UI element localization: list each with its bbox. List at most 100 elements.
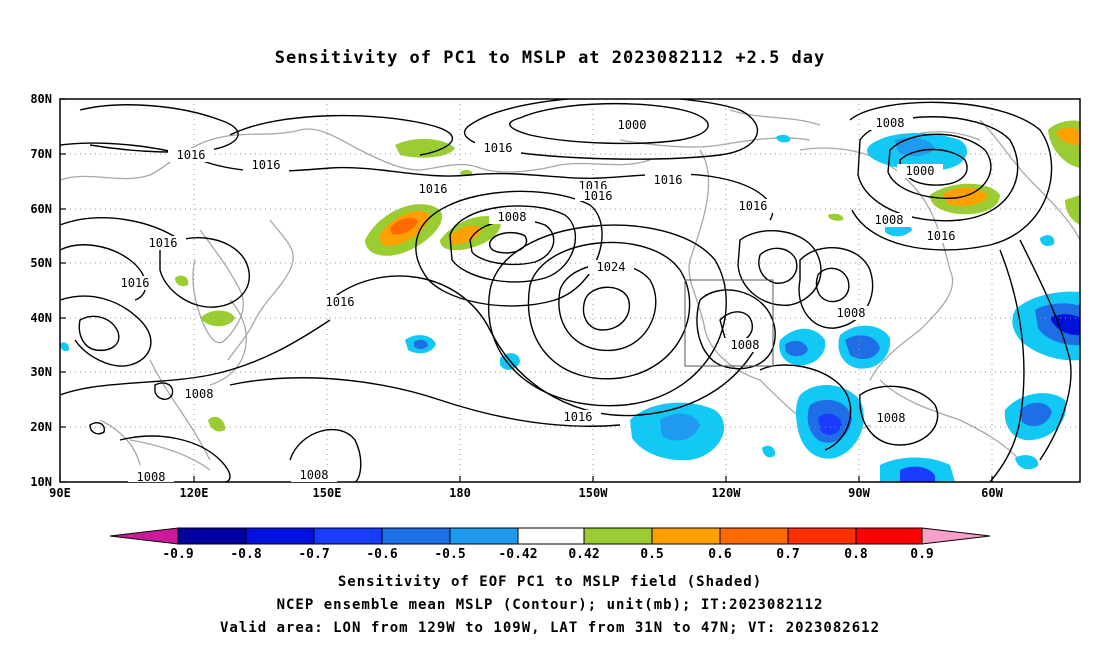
lat-label: 80N <box>30 92 52 106</box>
lon-label: 150E <box>313 486 342 500</box>
colorbar-cell <box>449 527 519 545</box>
contour-label-1008: 1008 <box>837 306 866 320</box>
contour-label-1008: 1008 <box>185 387 214 401</box>
lat-label: 30N <box>30 365 52 379</box>
colorbar-cell <box>109 527 179 545</box>
contour-label-1008: 1008 <box>731 338 760 352</box>
colorbar-cell <box>787 527 857 545</box>
contour-label: 1016 <box>475 141 521 155</box>
colorbar-label: -0.42 <box>498 547 537 562</box>
valid-area-box <box>684 279 774 367</box>
contour-label-group: 1000 1000 1008 1008 1008 1008 1008 1008 … <box>112 116 964 484</box>
contour-label: 1016 <box>317 295 363 309</box>
contour-label-1008: 1008 <box>875 213 904 227</box>
contour-label-1016: 1016 <box>121 276 150 290</box>
lon-label: 180 <box>449 486 471 500</box>
lat-label: 60N <box>30 202 52 216</box>
caption-line-1: Sensitivity of EOF PC1 to MSLP field (Sh… <box>337 574 763 590</box>
plot-frame <box>59 98 1081 483</box>
contour-label-1016: 1016 <box>252 158 281 172</box>
colorbar-label: 0.7 <box>776 547 799 562</box>
mslp-contours <box>60 99 1072 482</box>
contour-label: 1000 <box>897 164 943 178</box>
contour-label: 1008 <box>722 338 768 352</box>
contour-label: 1008 <box>866 213 912 227</box>
contour-label: 1016 <box>168 148 214 162</box>
contour-label: 1016 <box>243 158 289 172</box>
lat-label: 10N <box>30 475 52 489</box>
shade-negative <box>762 445 776 458</box>
colorbar-label: -0.6 <box>366 547 397 562</box>
map-title: Sensitivity of PC1 to MSLP at 2023082112… <box>274 48 826 68</box>
lon-label: 90E <box>49 486 71 500</box>
contour-label: 1008 <box>489 210 535 224</box>
caption-line-2: NCEP ensemble mean MSLP (Contour); unit(… <box>276 597 824 613</box>
contour-label: 1008 <box>128 470 174 484</box>
colorbar-label: 0.5 <box>640 547 663 562</box>
contour-label-1016: 1016 <box>326 295 355 309</box>
contour-label-1016: 1016 <box>177 148 206 162</box>
latitude-labels: 80N 70N 60N 50N 40N 30N 20N 10N <box>30 92 52 489</box>
lat-label: 20N <box>30 420 52 434</box>
shade-negative <box>776 134 791 143</box>
colorbar-cell <box>177 527 247 545</box>
sensitivity-shading <box>60 120 1080 482</box>
contour-label-1008: 1008 <box>877 411 906 425</box>
lon-label: 120E <box>180 486 209 500</box>
contour-label-1000: 1000 <box>906 164 935 178</box>
contour-label: 1016 <box>140 236 186 250</box>
colorbar <box>109 527 991 545</box>
shade-positive-strong <box>390 217 418 235</box>
contour-label: 1024 <box>588 260 634 274</box>
mslp-sensitivity-map: 1000 1000 1008 1008 1008 1008 1008 1008 … <box>30 92 1081 562</box>
shade-positive <box>200 310 235 327</box>
shade-negative-strong <box>414 339 428 349</box>
shade-negative-strong <box>1020 402 1052 427</box>
colorbar-cell <box>313 527 383 545</box>
shade-positive-strong <box>448 225 482 245</box>
contour-label-1024: 1024 <box>597 260 626 274</box>
colorbar-label: 0.6 <box>708 547 732 562</box>
lon-label: 150W <box>579 486 609 500</box>
contour-label: 1008 <box>828 306 874 320</box>
colorbar-cell <box>719 527 789 545</box>
contour-label-1008: 1008 <box>300 468 329 482</box>
shade-negative-strong <box>895 137 935 157</box>
contour-label-1008: 1008 <box>498 210 527 224</box>
colorbar-label: 0.42 <box>568 547 599 562</box>
contour-label: 1016 <box>555 410 601 424</box>
shade-negative-strong <box>785 340 808 357</box>
contour-label-1016: 1016 <box>654 173 683 187</box>
colorbar-cell <box>245 527 315 545</box>
contour-label: 1016 <box>575 189 621 203</box>
contour-label-1016: 1016 <box>927 229 956 243</box>
contour-label: 1008 <box>176 387 222 401</box>
lon-label: 60W <box>981 486 1003 500</box>
shade-negative <box>1040 235 1055 246</box>
caption-line-3: Valid area: LON from 129W to 109W, LAT f… <box>219 620 880 636</box>
contour-label-1000: 1000 <box>618 118 647 132</box>
colorbar-cell <box>381 527 451 545</box>
longitude-labels: 90E 120E 150E 180 150W 120W 90W 60W <box>49 486 1003 500</box>
shade-positive <box>175 275 189 287</box>
colorbar-cell <box>517 527 585 545</box>
colorbar-cell <box>921 527 991 545</box>
contour-label: 1016 <box>918 229 964 243</box>
shade-negative-strong <box>845 335 880 360</box>
contour-label-1016: 1016 <box>739 199 768 213</box>
colorbar-cell <box>651 527 721 545</box>
contour-label-1016: 1016 <box>419 182 448 196</box>
colorbar-label: 0.8 <box>844 547 868 562</box>
contour-label-1016: 1016 <box>564 410 593 424</box>
contour-label: 1008 <box>291 468 337 482</box>
shade-positive-strong <box>1056 127 1080 145</box>
shade-negative <box>60 342 70 352</box>
contour-label: 1016 <box>112 276 158 290</box>
contour-label: 1008 <box>867 116 913 130</box>
contour-label-1016: 1016 <box>584 189 613 203</box>
contour-label: 1016 <box>645 173 691 187</box>
shade-negative-strong <box>818 413 842 435</box>
contour-label-1016: 1016 <box>149 236 178 250</box>
shade-positive <box>208 416 226 432</box>
contour-label-1016: 1016 <box>484 141 513 155</box>
